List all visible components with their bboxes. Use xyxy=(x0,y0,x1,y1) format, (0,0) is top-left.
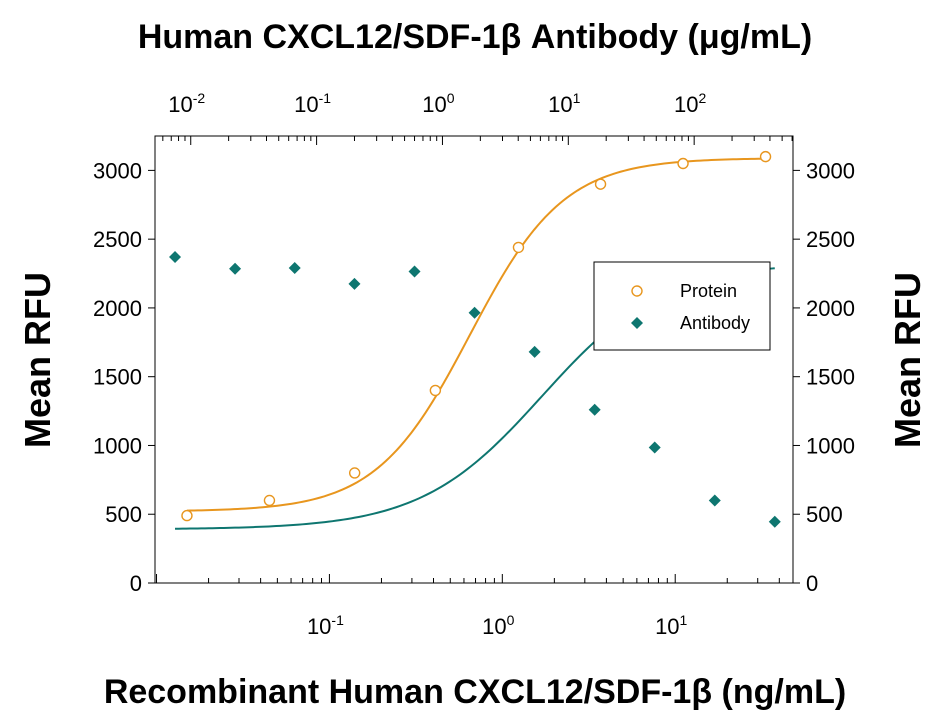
x-axis-label: Recombinant Human CXCL12/SDF-1β (ng/mL) xyxy=(104,673,846,711)
y-axis-label-right: Mean RFU xyxy=(887,272,928,448)
point-antibody xyxy=(348,277,361,290)
point-protein xyxy=(594,178,607,190)
point-protein xyxy=(677,157,689,170)
x-tick-label-bottom: 101 xyxy=(655,612,687,639)
legend: Protein Antibody xyxy=(593,261,771,351)
y-tick-label-left: 1500 xyxy=(93,365,142,390)
y-tick-label-right: 2000 xyxy=(806,296,855,321)
x-tick-label-top: 102 xyxy=(674,90,706,117)
legend-label-protein: Protein xyxy=(680,281,737,301)
y-axis-label-left: Mean RFU xyxy=(17,272,58,448)
point-antibody xyxy=(528,345,541,358)
x-tick-label-top: 10-1 xyxy=(294,90,331,117)
point-protein xyxy=(263,494,276,507)
point-antibody xyxy=(588,403,601,416)
y-tick-label-right: 0 xyxy=(806,571,818,596)
chart-title: Human CXCL12/SDF-1β Antibody (μg/mL) xyxy=(138,18,812,56)
point-antibody xyxy=(408,265,421,278)
plot-frame xyxy=(154,135,794,584)
y-tick-label-right: 2500 xyxy=(806,227,855,252)
point-protein xyxy=(429,384,442,397)
y-tick-label-left: 500 xyxy=(105,502,142,527)
y-tick-label-right: 500 xyxy=(806,502,843,527)
legend-marker-protein xyxy=(631,285,643,297)
legend-box xyxy=(593,261,771,351)
point-protein xyxy=(512,241,525,254)
point-protein xyxy=(348,467,361,479)
y-tick-label-left: 2500 xyxy=(93,227,142,252)
x-tick-label-top: 101 xyxy=(548,90,580,117)
point-antibody xyxy=(768,515,781,528)
point-antibody xyxy=(169,251,182,264)
y-tick-label-left: 0 xyxy=(130,571,142,596)
y-tick-label-right: 3000 xyxy=(806,158,855,183)
legend-marker-antibody xyxy=(631,317,643,329)
point-antibody xyxy=(648,441,661,454)
y-tick-label-right: 1500 xyxy=(806,365,855,390)
point-antibody xyxy=(468,306,481,319)
axes: 0 0 500 500 1000 1000 1500 1500 2000 2000 2500 2500… xyxy=(93,90,855,639)
point-protein xyxy=(181,509,193,522)
point-antibody xyxy=(708,494,721,507)
legend-label-antibody: Antibody xyxy=(680,313,750,333)
x-tick-label-bottom: 10-1 xyxy=(307,612,344,639)
x-tick-label-bottom: 100 xyxy=(482,612,514,639)
point-antibody xyxy=(288,262,301,275)
y-tick-label-right: 1000 xyxy=(806,433,855,458)
y-tick-label-left: 3000 xyxy=(93,158,142,183)
x-tick-label-top: 100 xyxy=(422,90,454,117)
data-points xyxy=(169,150,781,528)
point-antibody xyxy=(229,262,242,275)
fit-curve-protein xyxy=(186,157,766,512)
y-tick-label-left: 1000 xyxy=(93,433,142,458)
x-tick-label-top: 10-2 xyxy=(168,90,205,117)
point-protein xyxy=(759,150,772,163)
y-tick-label-left: 2000 xyxy=(93,296,142,321)
